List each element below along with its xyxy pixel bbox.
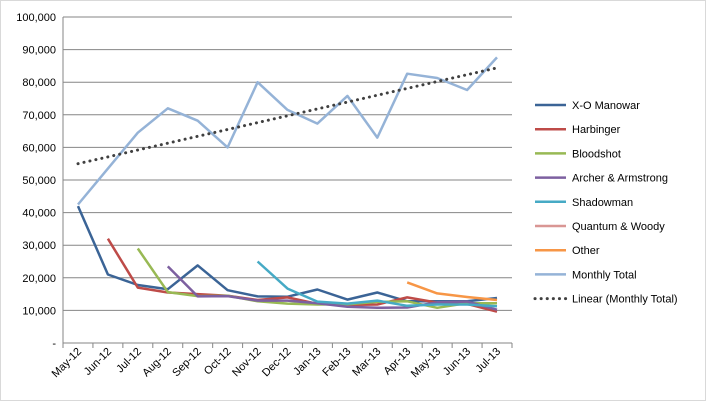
x-tick-label: Oct-12	[202, 346, 234, 378]
x-tick-label: May-13	[409, 346, 443, 380]
series-lines	[76, 56, 499, 313]
x-tick-label: Jun-12	[82, 346, 114, 378]
x-tick-label: Aug-12	[140, 346, 174, 380]
y-tick-label: -	[52, 338, 56, 350]
x-tick-label: Sep-12	[170, 346, 204, 380]
legend-label: Shadowman	[572, 197, 633, 209]
x-tick-label: Jun-13	[441, 346, 473, 378]
series-line-shadowman	[256, 260, 498, 308]
legend-label: Other	[572, 245, 600, 257]
y-tick-label: 90,000	[22, 45, 56, 57]
x-tick-label: Dec-12	[260, 346, 294, 380]
legend-label: Harbinger	[572, 124, 621, 136]
x-tick-label: Mar-13	[350, 346, 383, 379]
legend: X-O Manowar Harbinger Bloodshot Archer & Ar…	[533, 100, 678, 306]
legend-label: Archer & Armstrong	[572, 173, 668, 185]
legend-label: X-O Manowar	[572, 100, 640, 112]
series-line-linear-monthly-total-	[76, 66, 499, 166]
y-tick-label: 10,000	[22, 305, 56, 317]
y-tick-label: 80,000	[22, 77, 56, 89]
y-tick-label: 100,000	[16, 12, 56, 24]
legend-label: Linear (Monthly Total)	[572, 294, 678, 306]
y-tick-label: 70,000	[22, 110, 56, 122]
y-tick-label: 50,000	[22, 175, 56, 187]
y-tick-label: 30,000	[22, 240, 56, 252]
legend-label: Monthly Total	[572, 269, 637, 281]
x-tick-label: May-12	[50, 346, 84, 380]
x-tick-label: Nov-12	[230, 346, 264, 380]
y-tick-label: 20,000	[22, 273, 56, 285]
x-tick-label: Jul-13	[473, 346, 503, 376]
x-tick-label: Feb-13	[320, 346, 353, 379]
legend-label: Bloodshot	[572, 148, 621, 160]
y-axis: - 10,000 20,000 30,000 40,000 50,000 60,000 70,…	[16, 12, 64, 350]
series-line-other	[406, 281, 498, 302]
y-tick-label: 40,000	[22, 208, 56, 220]
series-line-monthly-total	[77, 56, 498, 206]
legend-label: Quantum & Woody	[572, 221, 665, 233]
x-tick-label: Jan-13	[291, 346, 323, 378]
gridlines	[63, 16, 512, 344]
series-line-archer-armstrong	[166, 265, 498, 311]
y-tick-label: 60,000	[22, 142, 56, 154]
